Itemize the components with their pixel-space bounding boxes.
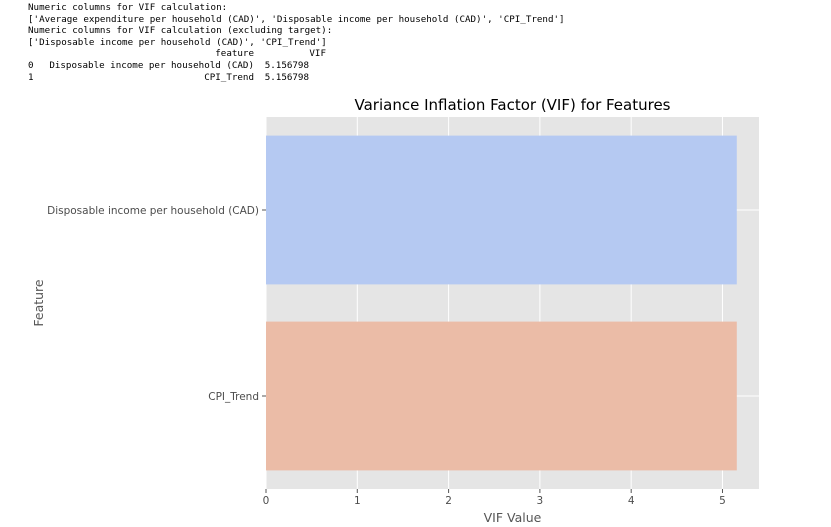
dataframe-row-index: 1 xyxy=(28,71,34,83)
dataframe-column-vif: VIF xyxy=(309,48,326,60)
axes: Disposable income per household (CAD) CPI… xyxy=(47,205,726,507)
y-tick-label: CPI_Trend xyxy=(208,391,259,403)
x-tick-label: 1 xyxy=(354,495,361,507)
dataframe-row: 1 CPI_Trend 5.156798 xyxy=(28,72,565,84)
dataframe-column-feature: feature xyxy=(215,48,254,60)
console-line: ['Disposable income per household (CAD)'… xyxy=(28,36,327,48)
x-tick-label: 2 xyxy=(445,495,452,507)
bars xyxy=(266,135,737,471)
dataframe-cell-vif: 5.156798 xyxy=(264,59,309,71)
dataframe-row: 0 Disposable income per household (CAD) 5.… xyxy=(28,60,565,72)
y-tick-label: Disposable income per household (CAD) xyxy=(47,205,259,217)
dataframe-header: feature VIF xyxy=(28,48,565,60)
bar xyxy=(266,135,737,285)
x-axis-label: VIF Value xyxy=(484,510,542,525)
dataframe-cell-feature: CPI_Trend xyxy=(204,71,254,83)
console-output: Numeric columns for VIF calculation: ['Av… xyxy=(28,2,565,83)
dataframe-row-index: 0 xyxy=(28,59,34,71)
dataframe-cell-feature: Disposable income per household (CAD) xyxy=(49,59,254,71)
bar xyxy=(266,321,737,471)
console-line: Numeric columns for VIF calculation: xyxy=(28,2,228,13)
x-tick-label: 0 xyxy=(263,495,270,507)
x-tick-label: 4 xyxy=(628,495,635,507)
dataframe-cell-vif: 5.156798 xyxy=(264,71,309,83)
console-line: ['Average expenditure per household (CAD… xyxy=(28,13,565,25)
x-tick-label: 5 xyxy=(719,495,726,507)
y-axis-label: Feature xyxy=(31,279,46,327)
x-tick-label: 3 xyxy=(537,495,544,507)
chart-title: Variance Inflation Factor (VIF) for Feat… xyxy=(355,96,671,114)
console-line: Numeric columns for VIF calculation (exc… xyxy=(28,25,333,37)
